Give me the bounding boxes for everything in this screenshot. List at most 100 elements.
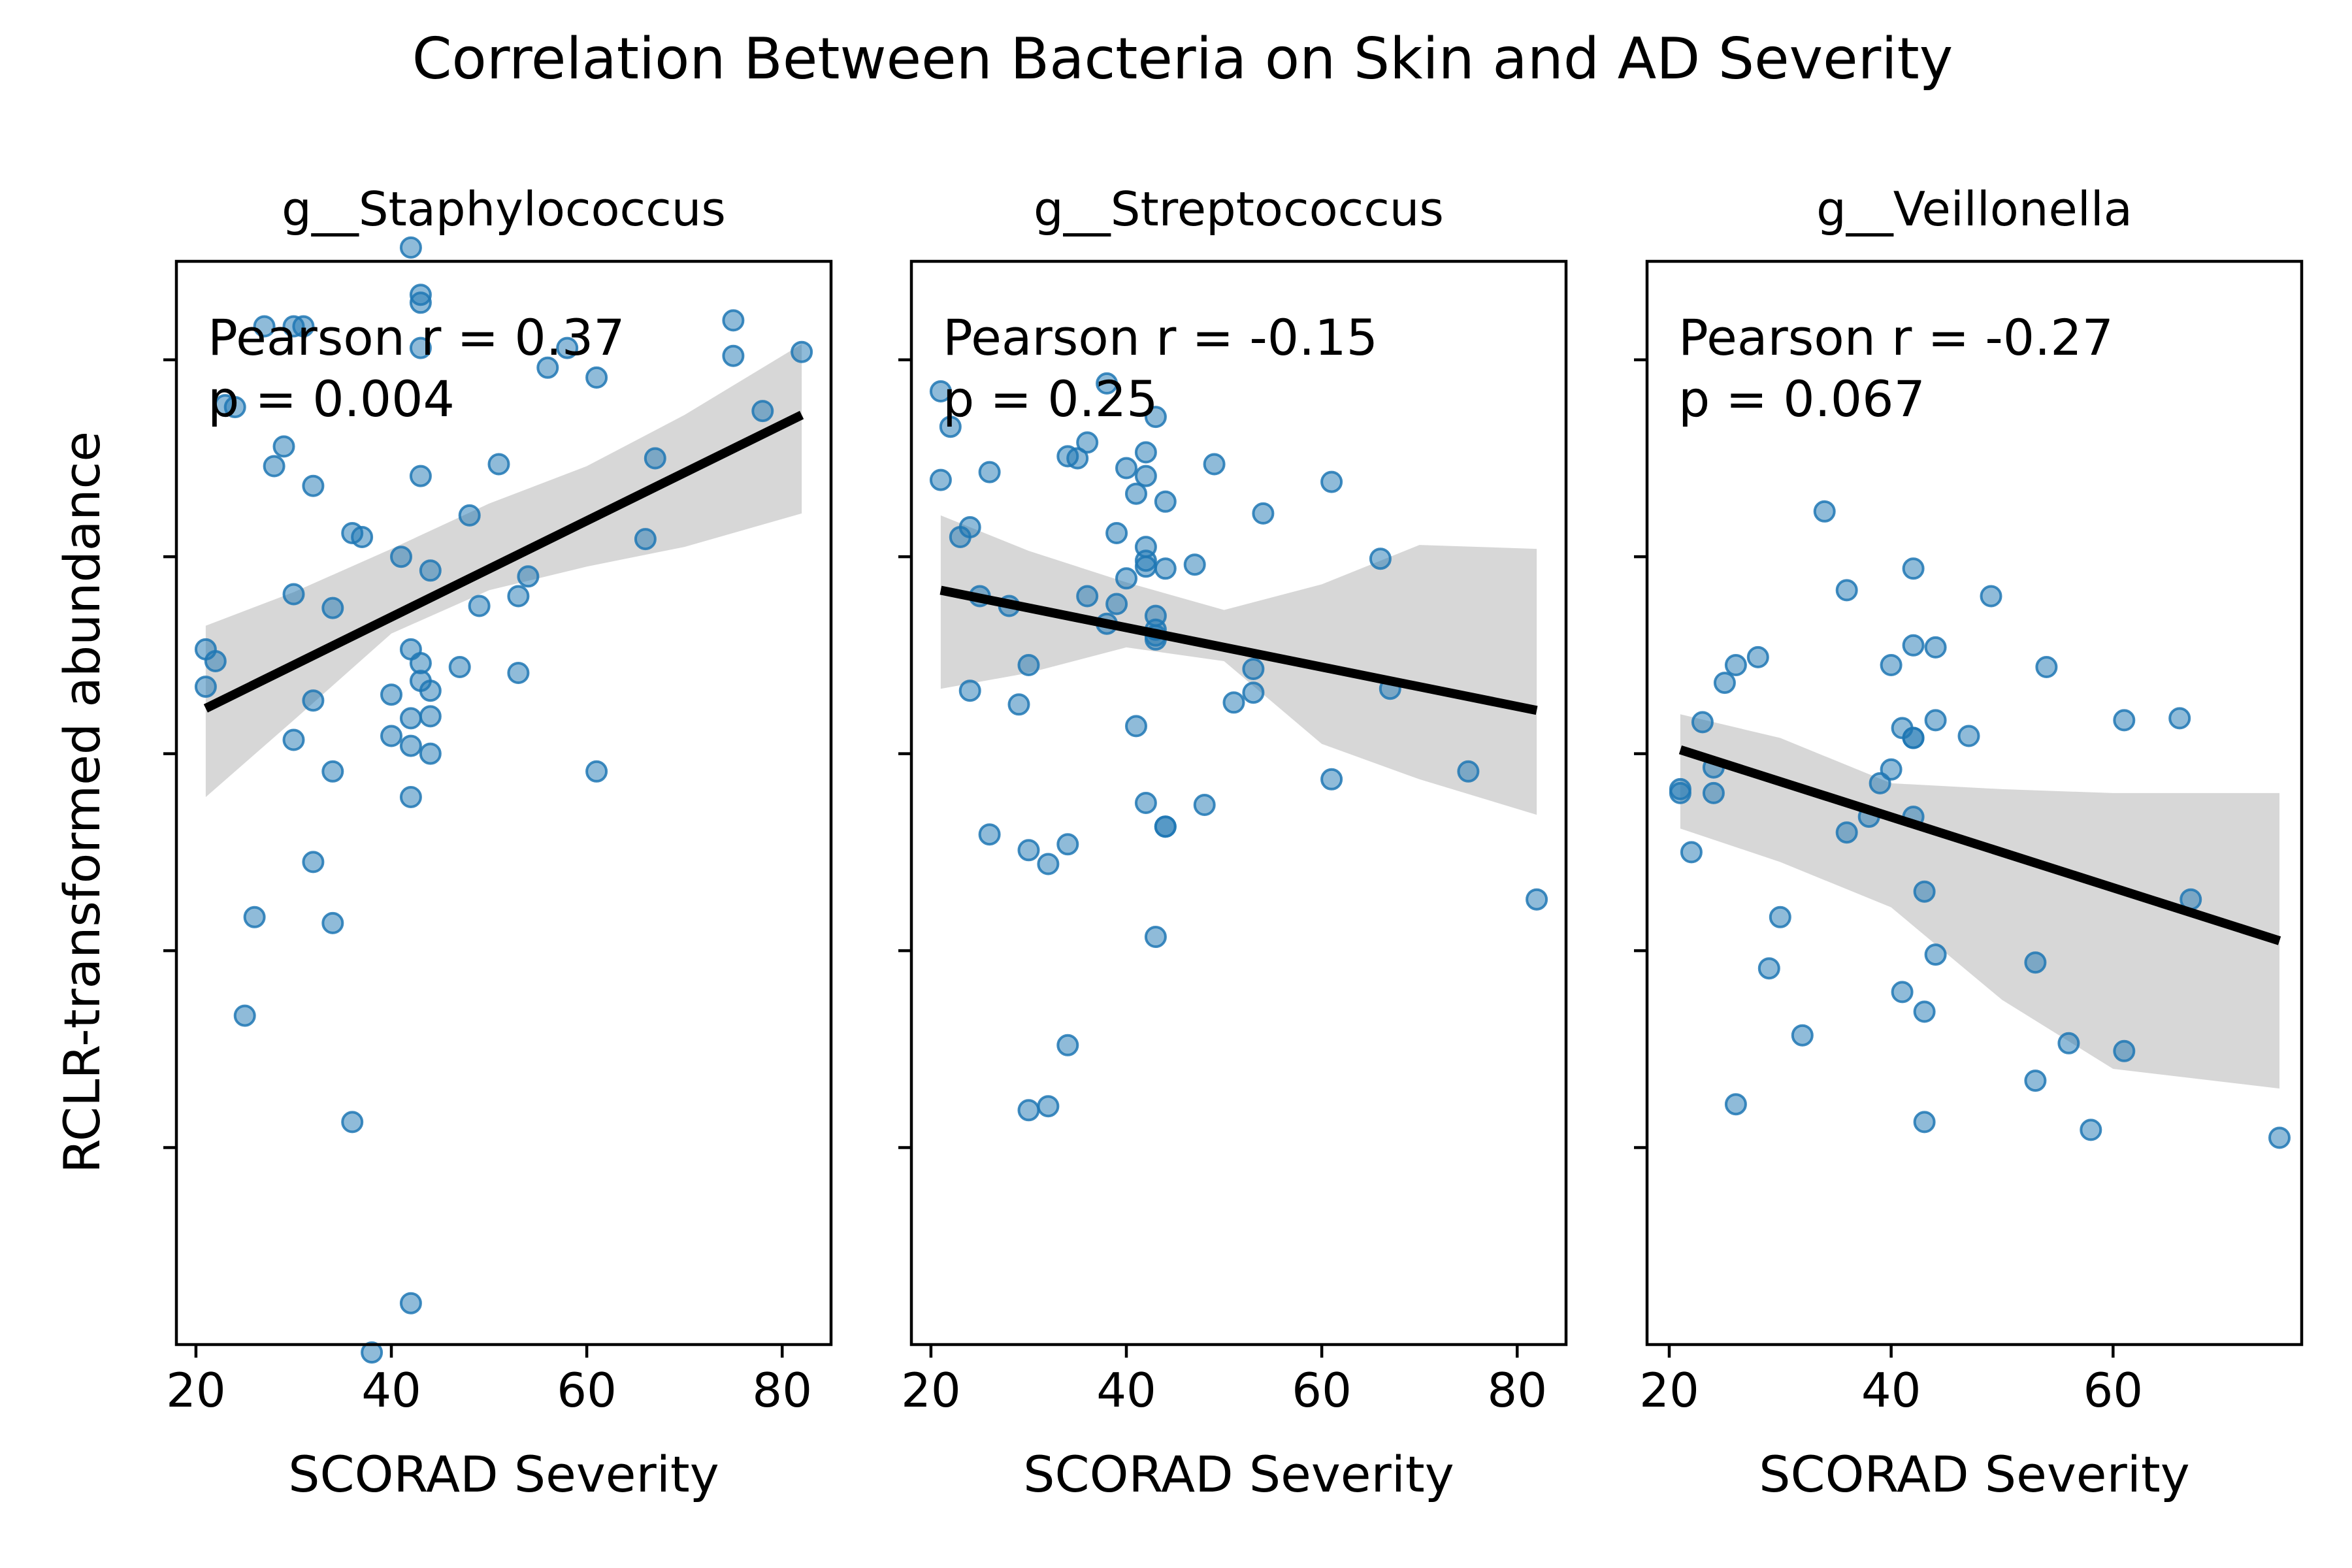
data-point: [1144, 926, 1167, 948]
x-tick-label: 40: [361, 1363, 421, 1418]
axes-frame: [174, 259, 833, 1347]
data-point: [1724, 654, 1747, 676]
panel-title: g__Streptococcus: [1034, 182, 1444, 237]
data-point: [2113, 709, 2136, 732]
data-point: [1902, 557, 1925, 580]
x-tick-label: 80: [1487, 1363, 1547, 1418]
data-point: [556, 336, 579, 359]
x-tick-label: 60: [557, 1363, 617, 1418]
data-point: [1457, 760, 1480, 783]
data-point: [1913, 1000, 1936, 1023]
data-point: [1037, 1095, 1060, 1118]
data-point: [1713, 672, 1736, 694]
data-point: [1115, 567, 1137, 590]
data-point: [1017, 839, 1040, 862]
data-point: [1125, 482, 1147, 505]
data-point: [791, 340, 813, 363]
data-point: [380, 683, 402, 706]
panels: 20 40 60 80 g__Staphylococcus SCORAD Severity…: [163, 182, 2304, 1503]
data-point: [1056, 833, 1079, 856]
data-point: [1320, 470, 1343, 493]
data-point: [1757, 957, 1780, 980]
data-point: [585, 760, 608, 783]
data-point: [399, 707, 422, 730]
data-point: [1902, 727, 1925, 749]
data-point: [223, 396, 246, 419]
data-point: [1691, 711, 1714, 734]
data-point: [409, 336, 432, 359]
p-value-annotation: p = 0.25: [943, 370, 1158, 428]
data-point: [399, 786, 422, 808]
data-point: [419, 559, 442, 582]
data-point: [939, 416, 962, 438]
data-point: [204, 650, 227, 672]
data-point: [2268, 1126, 2291, 1149]
data-point: [1193, 794, 1216, 816]
data-point: [1125, 715, 1147, 738]
data-point: [1526, 888, 1548, 911]
x-tick-label: 60: [1292, 1363, 1352, 1418]
data-point: [1724, 1093, 1747, 1116]
data-point: [1680, 841, 1703, 864]
data-point: [1913, 1111, 1936, 1134]
x-tick-label: 20: [166, 1363, 226, 1418]
x-tick-label: 20: [901, 1363, 961, 1418]
data-point: [1957, 725, 1980, 747]
data-point: [419, 705, 442, 728]
data-point: [448, 656, 471, 678]
pearson-r-annotation: Pearson r = -0.27: [1678, 308, 2114, 367]
data-point: [302, 851, 325, 874]
data-point: [263, 455, 286, 478]
data-point: [517, 565, 540, 588]
pearson-r-annotation: Pearson r = -0.15: [943, 308, 1378, 367]
data-point: [1203, 453, 1226, 476]
data-point: [458, 504, 481, 527]
data-point: [1369, 547, 1392, 570]
data-point: [361, 1341, 384, 1364]
pearson-r-annotation: Pearson r = 0.37: [208, 308, 625, 367]
regression-line: [939, 585, 1538, 715]
x-tick-label: 40: [1096, 1363, 1156, 1418]
data-point: [272, 435, 295, 458]
data-point: [958, 516, 981, 538]
data-point: [1105, 522, 1128, 544]
data-point: [1980, 585, 2002, 608]
data-point: [1076, 431, 1099, 454]
data-point: [1835, 821, 1858, 844]
p-value-annotation: p = 0.067: [1678, 370, 1925, 428]
data-point: [380, 725, 402, 747]
data-point: [2168, 707, 2191, 730]
data-point: [282, 728, 305, 751]
data-point: [409, 291, 432, 314]
data-point: [2024, 951, 2047, 974]
data-point: [1924, 709, 1947, 732]
data-point: [1066, 447, 1089, 470]
x-tick-label: 80: [752, 1363, 812, 1418]
data-point: [1320, 768, 1343, 791]
data-point: [1144, 406, 1167, 429]
data-point: [321, 911, 344, 934]
data-point: [507, 585, 530, 608]
data-point: [1134, 441, 1157, 464]
data-point: [1902, 634, 1925, 657]
data-point: [243, 906, 266, 928]
data-point: [351, 526, 374, 548]
regression-line: [1678, 745, 2281, 945]
data-point: [1252, 502, 1275, 525]
data-point: [1134, 555, 1157, 578]
confidence-band: [1680, 714, 2279, 1089]
panel-1: 20 40 60 80 g__Staphylococcus SCORAD Severity…: [163, 182, 833, 1503]
data-point: [1924, 636, 1947, 659]
data-point: [419, 742, 442, 765]
data-point: [1835, 579, 1858, 602]
data-point: [2035, 656, 2058, 678]
x-tick-label: 40: [1861, 1363, 1921, 1418]
data-point: [1154, 815, 1177, 838]
data-point: [253, 315, 276, 338]
data-point: [341, 1111, 364, 1134]
data-point: [321, 596, 344, 619]
data-point: [409, 465, 432, 487]
data-point: [419, 679, 442, 702]
data-point: [1017, 1099, 1040, 1122]
